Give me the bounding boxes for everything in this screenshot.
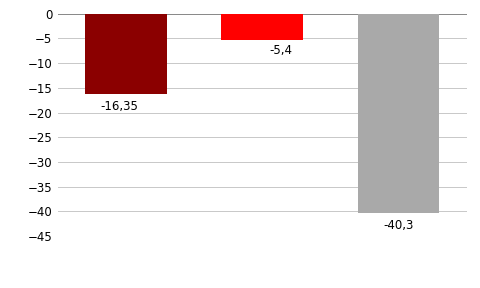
- Text: -16,35: -16,35: [100, 101, 138, 113]
- Bar: [85, 14, 167, 94]
- Bar: [357, 14, 438, 213]
- Text: -40,3: -40,3: [383, 219, 413, 232]
- Bar: [221, 14, 302, 40]
- Text: -5,4: -5,4: [268, 44, 291, 57]
